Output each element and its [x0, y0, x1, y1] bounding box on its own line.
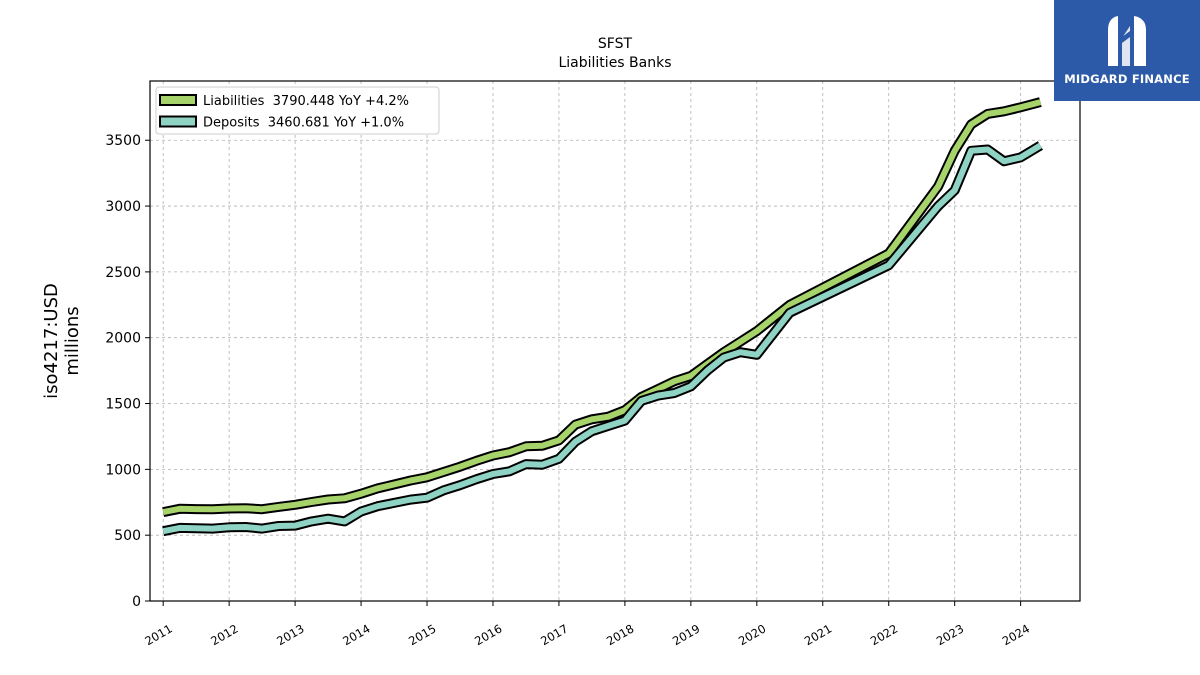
x-tick-label: 2023	[934, 621, 966, 648]
y-tick-label: 2000	[105, 331, 141, 347]
chart-title: SFST	[598, 36, 633, 52]
brand-name: MIDGARD FINANCE	[1064, 72, 1190, 86]
x-axis-ticks: 2011 2012 2013 2014 2015 2016 2017 2018 2019 2020…	[142, 601, 1032, 648]
x-tick-label: 2012	[208, 621, 240, 648]
legend-box	[155, 86, 440, 135]
midgard-logo-icon	[1108, 16, 1146, 66]
x-tick-label: 2020	[736, 621, 768, 648]
x-tick-label: 2024	[1000, 621, 1032, 648]
x-tick-label: 2015	[406, 621, 438, 648]
y-axis-label-line: millions	[62, 306, 83, 375]
chart-subtitle: Liabilities Banks	[558, 55, 671, 71]
y-axis-label-line: iso4217:USD	[41, 283, 62, 399]
x-tick-label: 2019	[670, 621, 702, 648]
series-line-liabilities	[162, 99, 1042, 516]
brand-logo: MIDGARD FINANCE	[1054, 0, 1200, 101]
legend-label-liabilities: Liabilities 3790.448 YoY +4.2%	[203, 94, 409, 109]
y-axis-label: iso4217:USD millions	[41, 283, 83, 399]
y-axis-ticks: 0 500 1000 1500 2000 2500 3000 3500	[105, 133, 150, 610]
y-tick-label: 2500	[105, 265, 141, 281]
legend-swatch-liabilities	[159, 94, 197, 106]
x-tick-label: 2013	[274, 621, 306, 648]
x-tick-label: 2011	[142, 621, 174, 648]
x-tick-label: 2017	[538, 621, 570, 648]
x-tick-label: 2021	[802, 621, 834, 648]
series-lines	[162, 97, 1043, 537]
y-tick-label: 0	[132, 594, 141, 610]
y-tick-label: 500	[114, 528, 141, 544]
series-line-outline-liabilities	[162, 97, 1042, 518]
y-tick-label: 1000	[105, 462, 141, 478]
x-tick-label: 2018	[604, 621, 636, 648]
legend-swatch-deposits	[159, 115, 197, 128]
x-tick-label: 2022	[868, 621, 900, 648]
y-tick-label: 3000	[105, 199, 141, 215]
y-tick-label: 1500	[105, 397, 141, 413]
x-tick-label: 2014	[340, 621, 372, 648]
series-line-deposits	[162, 142, 1042, 535]
plot-area-frame	[149, 80, 1081, 602]
x-tick-label: 2016	[472, 621, 504, 648]
y-tick-label: 3500	[105, 133, 141, 149]
legend: Liabilities 3790.448 YoY +4.2% Deposits 3…	[155, 86, 440, 135]
legend-label-deposits: Deposits 3460.681 YoY +1.0%	[203, 116, 404, 131]
